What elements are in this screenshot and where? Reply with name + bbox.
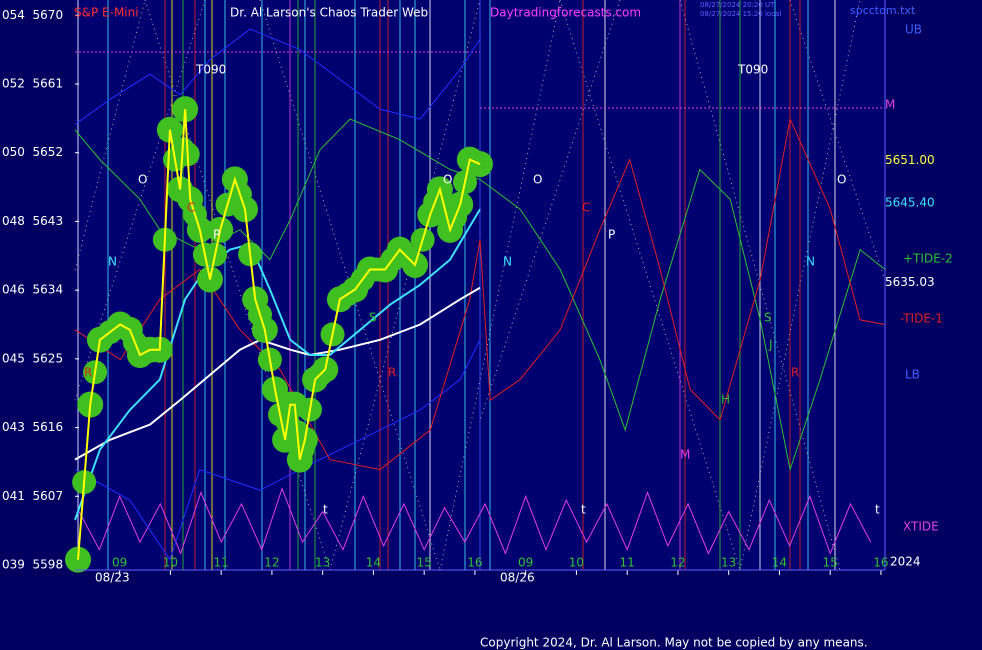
annotation: P bbox=[213, 228, 220, 242]
x-tick-label: 16 bbox=[873, 556, 888, 570]
price-label: 5635.03 bbox=[885, 275, 935, 289]
y-tick-label: 041 5607 bbox=[2, 489, 63, 503]
annotation: O bbox=[533, 173, 542, 187]
annotation: O bbox=[837, 173, 846, 187]
series-line bbox=[78, 487, 872, 555]
annotation: T090 bbox=[195, 63, 226, 77]
annotation: t bbox=[581, 503, 586, 517]
chart-title: Dr. Al Larson's Chaos Trader Web bbox=[230, 6, 428, 20]
annotation: R bbox=[791, 366, 799, 380]
series-line bbox=[74, 117, 886, 471]
cycle-line bbox=[739, 0, 861, 571]
site: Daytradingforecasts.com bbox=[490, 6, 641, 20]
y-tick-label: 043 5616 bbox=[2, 420, 63, 434]
y-tick-label: 045 5625 bbox=[2, 351, 63, 365]
right-label: UB bbox=[905, 23, 922, 37]
y-tick-label: 046 5634 bbox=[2, 283, 63, 297]
right-label: 2024 bbox=[890, 555, 921, 569]
symbol: S&P E-Mini bbox=[74, 6, 139, 20]
annotation: T090 bbox=[737, 63, 768, 77]
x-tick-label: 10 bbox=[163, 556, 178, 570]
x-tick-label: 16 bbox=[467, 556, 482, 570]
x-tick-label: 11 bbox=[620, 556, 635, 570]
file-name: spcctom.txt bbox=[850, 4, 916, 17]
x-tick-label: 12 bbox=[670, 556, 685, 570]
x-tick-label: 10 bbox=[569, 556, 584, 570]
x-tick-label: 12 bbox=[264, 556, 279, 570]
y-tick-label: 039 5598 bbox=[2, 558, 63, 572]
annotation: t bbox=[323, 503, 328, 517]
x-tick-label: 09 bbox=[112, 556, 127, 570]
right-label: +TIDE-2 bbox=[903, 252, 953, 266]
annotation: R bbox=[84, 366, 92, 380]
annotation: N bbox=[806, 255, 815, 269]
right-label: XTIDE bbox=[903, 520, 939, 534]
series-line bbox=[74, 286, 481, 461]
annotation: N bbox=[503, 255, 512, 269]
date-label: 08/26 bbox=[500, 571, 535, 585]
price-label: 5651.00 bbox=[885, 153, 935, 167]
annotation: J bbox=[768, 338, 773, 352]
y-tick-label: 050 5652 bbox=[2, 145, 63, 159]
timestamp: 08/27/2024 20:20 UT bbox=[700, 1, 775, 9]
right-label: -TIDE-1 bbox=[900, 312, 943, 326]
x-tick-label: 09 bbox=[518, 556, 533, 570]
annotation: R bbox=[388, 366, 396, 380]
y-tick-label: 054 5670 bbox=[2, 8, 63, 22]
date-label: 08/23 bbox=[95, 571, 130, 585]
price-label: 5645.40 bbox=[885, 196, 935, 210]
x-tick-label: 11 bbox=[214, 556, 229, 570]
x-tick-label: 14 bbox=[366, 556, 381, 570]
cycle-line bbox=[439, 0, 561, 571]
annotation: O bbox=[443, 173, 452, 187]
right-label: LB bbox=[905, 368, 920, 382]
right-label: M bbox=[885, 98, 895, 112]
copyright: Copyright 2024, Dr. Al Larson. May not b… bbox=[480, 636, 868, 650]
series-line bbox=[74, 208, 481, 521]
x-tick-label: 14 bbox=[772, 556, 787, 570]
annotation: N bbox=[108, 255, 117, 269]
y-tick-label: 048 5643 bbox=[2, 214, 63, 228]
annotation: O bbox=[138, 173, 147, 187]
annotation: t bbox=[875, 503, 880, 517]
x-tick-label: 15 bbox=[823, 556, 838, 570]
annotation: M bbox=[680, 448, 690, 462]
annotation: H bbox=[721, 393, 730, 407]
annotation: P bbox=[608, 228, 615, 242]
x-tick-label: 15 bbox=[417, 556, 432, 570]
x-tick-label: 13 bbox=[315, 556, 330, 570]
annotation: C bbox=[187, 201, 195, 215]
series-line bbox=[74, 28, 481, 125]
x-tick-label: 13 bbox=[721, 556, 736, 570]
timestamp: 08/27/2024 15:20 local bbox=[700, 10, 781, 18]
plot bbox=[65, 28, 886, 573]
annotation: C bbox=[582, 201, 590, 215]
y-tick-label: 052 5661 bbox=[2, 76, 63, 90]
annotation: S bbox=[369, 311, 377, 325]
annotation: S bbox=[764, 311, 772, 325]
series-line bbox=[77, 109, 481, 560]
